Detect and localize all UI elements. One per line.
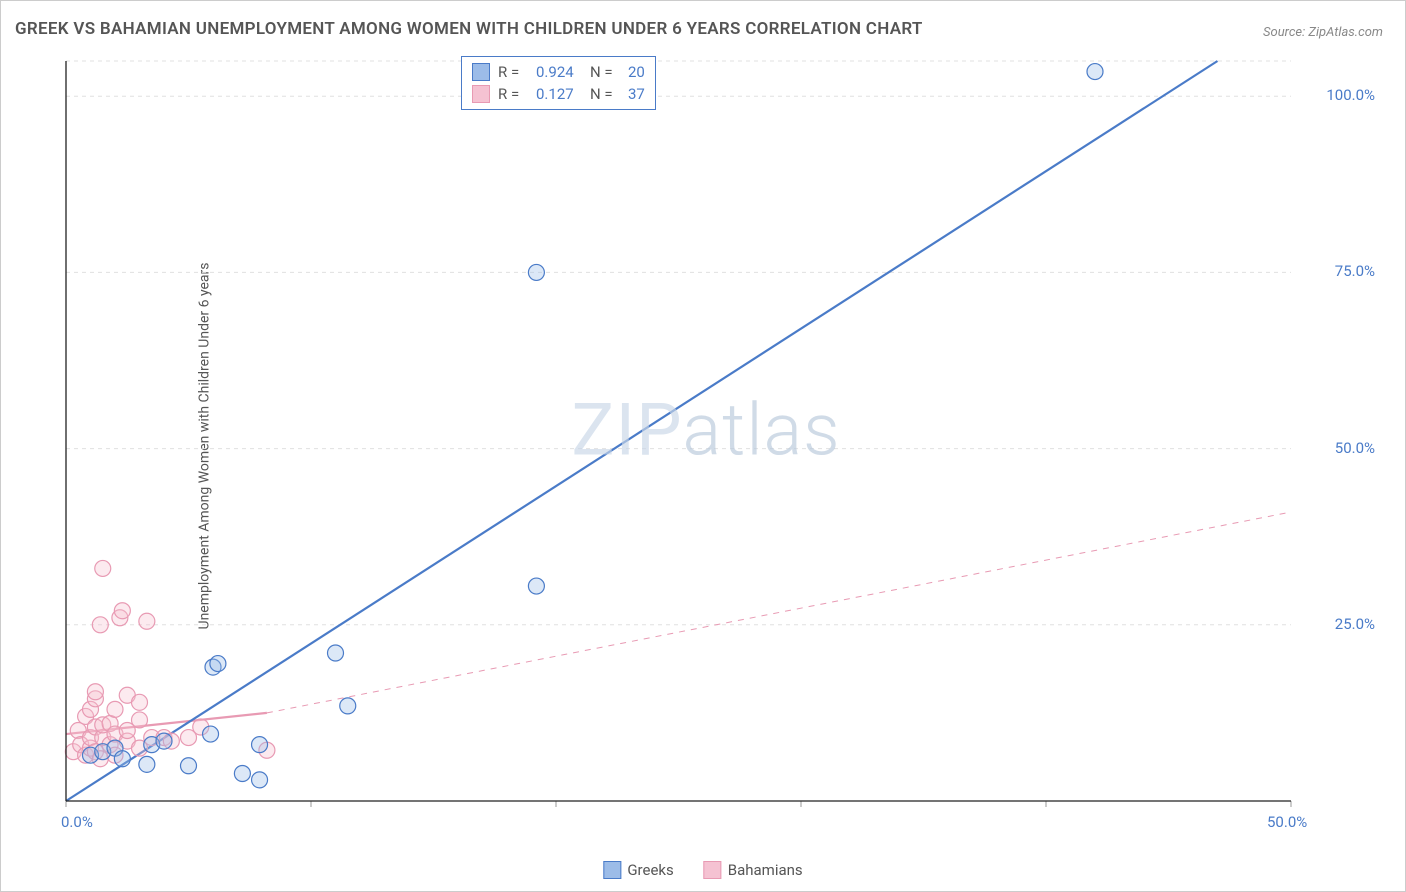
legend-item: Greeks xyxy=(603,861,673,879)
y-tick-label: 50.0% xyxy=(1335,439,1375,457)
n-label: N = xyxy=(590,63,620,81)
n-label: N = xyxy=(590,85,620,103)
x-tick-label: 0.0% xyxy=(61,813,93,831)
legend-label: Greeks xyxy=(627,861,673,879)
r-label: R = xyxy=(498,85,528,103)
stats-row: R = 0.924 N = 20 xyxy=(472,61,645,83)
chart-title: GREEK VS BAHAMIAN UNEMPLOYMENT AMONG WOM… xyxy=(15,19,923,39)
r-value: 0.127 xyxy=(536,85,582,103)
legend-swatch xyxy=(603,861,621,879)
r-label: R = xyxy=(498,63,528,81)
legend-swatch xyxy=(704,861,722,879)
chart-container: GREEK VS BAHAMIAN UNEMPLOYMENT AMONG WOM… xyxy=(0,0,1406,892)
legend-swatch xyxy=(472,63,490,81)
y-tick-label: 100.0% xyxy=(1326,86,1375,104)
y-tick-label: 25.0% xyxy=(1335,615,1375,633)
n-value: 20 xyxy=(628,63,645,81)
legend-label: Bahamians xyxy=(728,861,803,879)
chart-svg xyxy=(61,51,1351,841)
y-tick-label: 75.0% xyxy=(1335,262,1375,280)
x-tick-label: 50.0% xyxy=(1267,813,1307,831)
r-value: 0.924 xyxy=(536,63,582,81)
bottom-legend: Greeks Bahamians xyxy=(603,861,802,879)
stats-row: R = 0.127 N = 37 xyxy=(472,83,645,105)
n-value: 37 xyxy=(628,85,645,103)
legend-swatch xyxy=(472,85,490,103)
source-attribution: Source: ZipAtlas.com xyxy=(1263,25,1383,40)
stats-box: R = 0.924 N = 20 R = 0.127 N = 37 xyxy=(461,56,656,110)
plot-area: ZIPatlas xyxy=(61,51,1351,841)
legend-item: Bahamians xyxy=(704,861,803,879)
